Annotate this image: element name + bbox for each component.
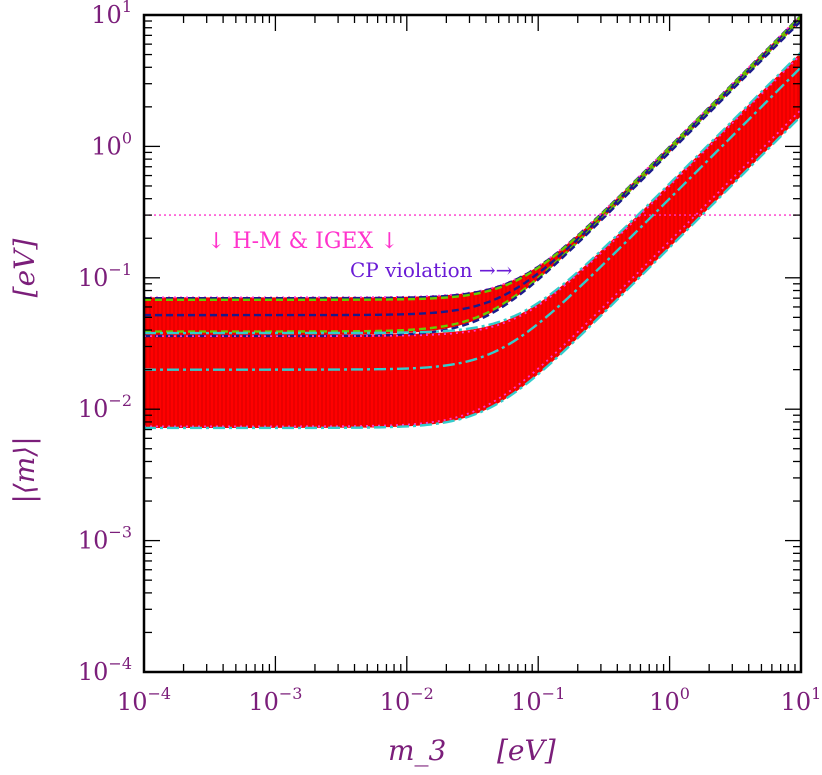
y-tick-label: 10−1	[78, 260, 132, 292]
y-axis-label: |⟨m⟩|	[8, 436, 41, 503]
curves-layer	[144, 15, 801, 430]
curve-4	[144, 18, 801, 333]
x-tick-label: 10−3	[248, 684, 302, 716]
curve-5	[144, 20, 801, 338]
plot-frame	[142, 13, 803, 674]
y-tick-label: 10−2	[78, 391, 132, 423]
curve-10	[144, 115, 801, 430]
x-axis-label: m_3	[388, 734, 446, 767]
ticks-layer	[143, 14, 802, 673]
y-tick-label: 100	[91, 128, 132, 160]
curve-6	[144, 51, 801, 335]
x-tick-label: 10−1	[511, 684, 565, 716]
annotation-hm-igex: ↓ H-M & IGEX ↓	[207, 229, 399, 254]
y-tick-label: 10−3	[78, 523, 132, 555]
bands-layer	[144, 15, 801, 428]
curve-0	[144, 15, 801, 299]
x-tick-label: 100	[649, 684, 690, 716]
x-tick-label: 10−2	[380, 684, 434, 716]
y-tick-label: 10−4	[78, 654, 132, 686]
curve-8	[144, 66, 801, 371]
band-0	[144, 52, 801, 428]
curve-9	[144, 109, 801, 428]
x-tick-label: 101	[781, 684, 822, 716]
curve-2	[144, 15, 801, 302]
curve-7	[144, 53, 801, 337]
x-tick-label: 10−4	[117, 684, 171, 716]
band-1	[144, 15, 801, 335]
tick-labels-layer: 10−4 10−3 10−2 10−1 100 101 10−4 10−3 10−2 10−1 10…	[78, 0, 822, 716]
x-axis-unit: [eV]	[497, 734, 556, 767]
y-axis-unit: [eV]	[8, 239, 41, 298]
annotation-cp-violation: CP violation →→	[350, 258, 513, 282]
y-tick-label: 101	[91, 0, 132, 29]
